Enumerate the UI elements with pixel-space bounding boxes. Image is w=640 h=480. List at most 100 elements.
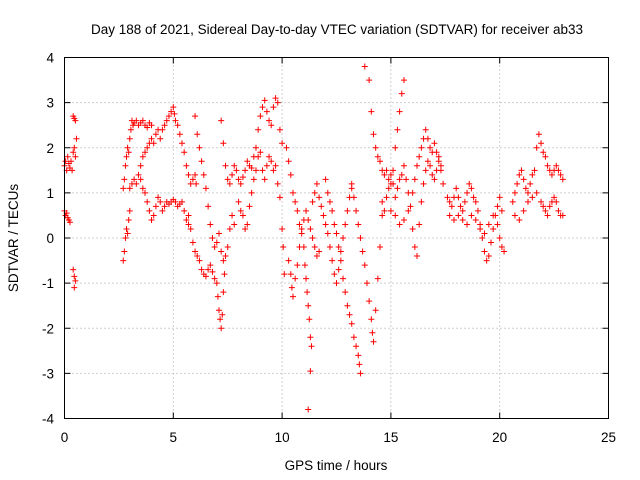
- data-point: [231, 162, 238, 169]
- data-point: [422, 126, 429, 133]
- data-point: [139, 153, 146, 160]
- data-point: [540, 149, 547, 156]
- data-point: [496, 235, 503, 241]
- y-tick-label: 2: [46, 141, 54, 156]
- data-point: [394, 126, 401, 133]
- data-point: [213, 280, 220, 287]
- data-point: [433, 149, 440, 156]
- data-point: [340, 235, 347, 241]
- data-point: [150, 140, 157, 147]
- data-point: [535, 131, 542, 138]
- data-point: [464, 221, 471, 228]
- data-point: [194, 131, 201, 138]
- data-point: [298, 225, 305, 232]
- data-point: [559, 176, 566, 183]
- series-b6: [235, 149, 288, 278]
- data-point: [259, 104, 266, 111]
- data-point: [407, 203, 414, 210]
- data-point: [198, 266, 205, 273]
- data-point: [276, 126, 283, 133]
- data-point: [306, 316, 313, 323]
- data-point: [266, 153, 273, 160]
- data-point: [239, 174, 246, 181]
- data-point: [337, 248, 344, 255]
- data-point: [511, 189, 518, 196]
- data-point: [307, 225, 314, 232]
- data-point: [498, 244, 505, 251]
- data-point: [455, 212, 462, 219]
- data-point: [181, 149, 188, 156]
- data-point: [490, 225, 497, 232]
- data-point: [400, 216, 407, 223]
- data-point: [322, 176, 329, 183]
- data-point: [392, 212, 399, 219]
- data-point: [176, 131, 183, 138]
- data-point: [361, 63, 368, 70]
- x-tick-label: 25: [601, 430, 616, 445]
- data-point: [340, 275, 347, 282]
- data-point: [189, 176, 196, 183]
- data-point: [137, 162, 144, 169]
- data-point: [313, 253, 320, 260]
- data-point: [257, 113, 264, 120]
- data-point: [342, 221, 349, 228]
- data-point: [509, 198, 516, 205]
- data-point: [73, 135, 80, 142]
- data-point: [381, 207, 388, 214]
- data-point: [196, 144, 203, 151]
- x-axis-label: GPS time / hours: [285, 458, 388, 473]
- data-point: [152, 131, 159, 138]
- data-point: [274, 99, 281, 106]
- data-point: [316, 194, 323, 201]
- data-point: [198, 158, 205, 165]
- data-point: [235, 176, 242, 183]
- data-point: [242, 167, 249, 174]
- data-point: [459, 216, 466, 223]
- data-point: [157, 135, 164, 142]
- chart-title: Day 188 of 2021, Sidereal Day-to-day VTE…: [91, 22, 583, 37]
- data-point: [329, 257, 336, 264]
- data-point: [200, 171, 207, 178]
- data-point: [125, 149, 132, 156]
- data-point: [209, 235, 216, 241]
- data-point: [307, 334, 314, 341]
- y-tick-label: 4: [46, 51, 54, 66]
- data-point: [126, 135, 133, 142]
- data-point: [72, 277, 79, 284]
- data-point: [355, 221, 362, 228]
- data-point: [326, 198, 333, 205]
- data-point: [220, 140, 227, 147]
- data-point: [544, 162, 551, 169]
- data-point: [429, 171, 436, 178]
- data-point: [524, 198, 531, 205]
- data-point: [400, 162, 407, 169]
- data-point: [285, 158, 292, 165]
- data-point: [320, 212, 327, 219]
- data-point: [527, 180, 534, 187]
- data-point: [294, 262, 301, 269]
- data-point: [221, 271, 228, 278]
- data-point: [250, 176, 257, 183]
- data-point: [392, 194, 399, 201]
- data-point: [316, 248, 323, 255]
- data-point: [163, 117, 170, 124]
- data-point: [344, 302, 351, 309]
- data-point: [377, 244, 384, 251]
- data-point: [477, 225, 484, 232]
- data-point: [139, 117, 146, 124]
- data-point: [165, 113, 172, 120]
- data-point: [71, 273, 78, 280]
- data-point: [161, 122, 168, 129]
- data-point: [533, 189, 540, 196]
- data-point: [181, 207, 188, 214]
- data-point: [161, 203, 168, 210]
- data-point: [187, 180, 194, 187]
- data-point: [524, 189, 531, 196]
- data-point: [453, 185, 460, 192]
- plot-frame: [64, 57, 609, 419]
- data-point: [122, 235, 129, 241]
- data-point: [192, 248, 199, 255]
- series-e0: [444, 180, 508, 264]
- data-point: [126, 185, 133, 192]
- data-point: [385, 176, 392, 183]
